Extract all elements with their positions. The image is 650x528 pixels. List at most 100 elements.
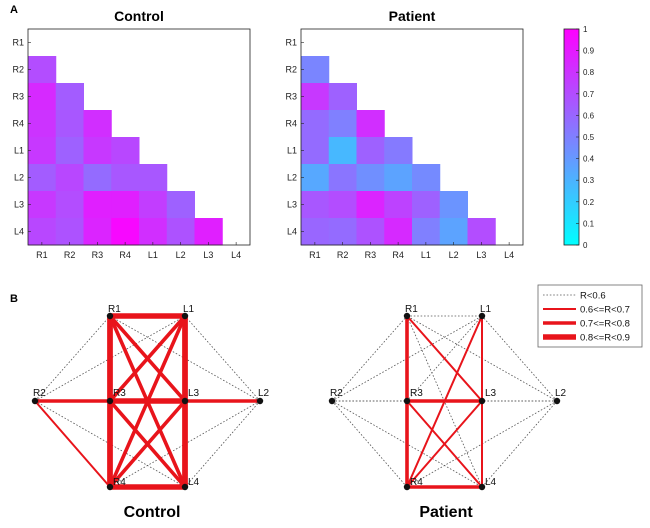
heatmap-cell xyxy=(166,191,195,219)
x-tick-label: R4 xyxy=(392,250,404,260)
heatmap-cell xyxy=(356,218,385,246)
legend-label: R<0.6 xyxy=(580,291,606,302)
network-node xyxy=(403,397,411,405)
y-tick-label: R4 xyxy=(12,119,24,129)
heatmap-cell xyxy=(301,83,330,111)
x-tick-label: R3 xyxy=(365,250,377,260)
y-tick-label: L2 xyxy=(287,173,297,183)
network-node xyxy=(403,312,411,320)
y-tick-label: L4 xyxy=(14,227,24,237)
x-tick-label: L3 xyxy=(203,250,213,260)
network-edge xyxy=(108,399,187,489)
network-edge xyxy=(481,400,558,488)
y-tick-label: L3 xyxy=(287,200,297,210)
patient-network: R1 L1 R2 R3 L3 L2 R4 L4 Patient xyxy=(328,304,567,521)
y-tick-label: L1 xyxy=(287,146,297,156)
network-node xyxy=(106,483,114,491)
x-tick-label: R1 xyxy=(36,250,48,260)
heatmap-cell xyxy=(301,218,330,246)
heatmap-cell xyxy=(28,191,57,219)
node-label: R4 xyxy=(410,477,423,488)
y-tick-label: R2 xyxy=(12,65,24,75)
heatmap-cell xyxy=(55,191,84,219)
network-node xyxy=(181,483,189,491)
heatmap-cell xyxy=(384,191,413,219)
heatmap-cell xyxy=(166,218,195,246)
colorbar-tick-label: 0.3 xyxy=(583,176,595,185)
y-tick-label: L2 xyxy=(14,173,24,183)
x-tick-label: R2 xyxy=(337,250,349,260)
node-label: R2 xyxy=(330,388,343,399)
heatmap-cell xyxy=(328,191,357,219)
network-node xyxy=(106,312,114,320)
heatmap-cell xyxy=(412,191,441,219)
heatmap-cell xyxy=(28,164,57,192)
heatmap-cell xyxy=(301,110,330,138)
heatmap-cell xyxy=(412,164,441,192)
x-tick-label: L1 xyxy=(148,250,158,260)
node-label: L2 xyxy=(258,388,270,399)
heatmap-cell xyxy=(111,218,140,246)
x-tick-label: L2 xyxy=(449,250,459,260)
y-tick-label: L1 xyxy=(14,146,24,156)
node-label: L4 xyxy=(485,477,497,488)
network-node xyxy=(181,312,189,320)
network-node xyxy=(31,397,39,405)
heatmap-cell xyxy=(439,218,468,246)
y-tick-label: R3 xyxy=(285,92,297,102)
network-node xyxy=(478,397,486,405)
heatmap-cell xyxy=(194,218,223,246)
heatmap-cell xyxy=(301,191,330,219)
heatmap-cell xyxy=(83,218,112,246)
x-tick-label: R1 xyxy=(309,250,321,260)
heatmap-cell xyxy=(55,137,84,165)
network-edge xyxy=(34,315,111,402)
network-title: Control xyxy=(124,504,181,521)
colorbar-tick-label: 0.1 xyxy=(583,219,595,228)
heatmap-cell xyxy=(139,164,168,192)
heatmap-cell xyxy=(301,137,330,165)
y-tick-label: L3 xyxy=(14,200,24,210)
legend-label: 0.8<=R<0.9 xyxy=(580,333,630,344)
network-node xyxy=(256,397,264,405)
heatmap-cell xyxy=(28,110,57,138)
network-edge xyxy=(108,314,187,403)
network-edge xyxy=(406,400,483,488)
node-label: R2 xyxy=(33,388,46,399)
network-node xyxy=(553,397,561,405)
heatmap-cell xyxy=(28,137,57,165)
heatmap-cell xyxy=(28,56,57,84)
network-edge xyxy=(331,315,408,402)
node-label: L1 xyxy=(480,304,492,315)
x-tick-label: R4 xyxy=(119,250,131,260)
x-tick-label: L2 xyxy=(176,250,186,260)
heatmap-cell xyxy=(55,164,84,192)
colorbar: 0 0.1 0.2 0.3 0.4 0.5 0.6 0.7 0.8 0.9 1 xyxy=(563,25,595,250)
heatmap-cell xyxy=(83,137,112,165)
network-node xyxy=(106,397,114,405)
colorbar-tick-label: 0.2 xyxy=(583,198,595,207)
x-tick-label: R2 xyxy=(64,250,76,260)
y-tick-label: R3 xyxy=(12,92,24,102)
network-edge xyxy=(184,400,261,488)
colorbar-tick-label: 0.7 xyxy=(583,90,595,99)
colorbar-tick-label: 0 xyxy=(583,241,588,250)
heatmap-title: Patient xyxy=(389,8,436,24)
node-label: R4 xyxy=(113,477,126,488)
heatmap-cell xyxy=(356,110,385,138)
control-network: R1 L1 R2 R3 L3 L2 R4 L4 Control xyxy=(31,304,270,521)
y-tick-label: L4 xyxy=(287,227,297,237)
heatmap-cell xyxy=(328,218,357,246)
heatmap-cell xyxy=(111,137,140,165)
node-label: L3 xyxy=(188,388,200,399)
network-edge xyxy=(34,400,111,488)
node-label: R3 xyxy=(113,388,126,399)
heatmap-cell xyxy=(356,137,385,165)
node-label: L4 xyxy=(188,477,200,488)
network-node xyxy=(181,397,189,405)
node-label: R3 xyxy=(410,388,423,399)
colorbar-tick-label: 0.5 xyxy=(583,133,595,142)
heatmap-cell xyxy=(55,110,84,138)
heatmap-cell xyxy=(111,164,140,192)
heatmap-cell xyxy=(439,191,468,219)
